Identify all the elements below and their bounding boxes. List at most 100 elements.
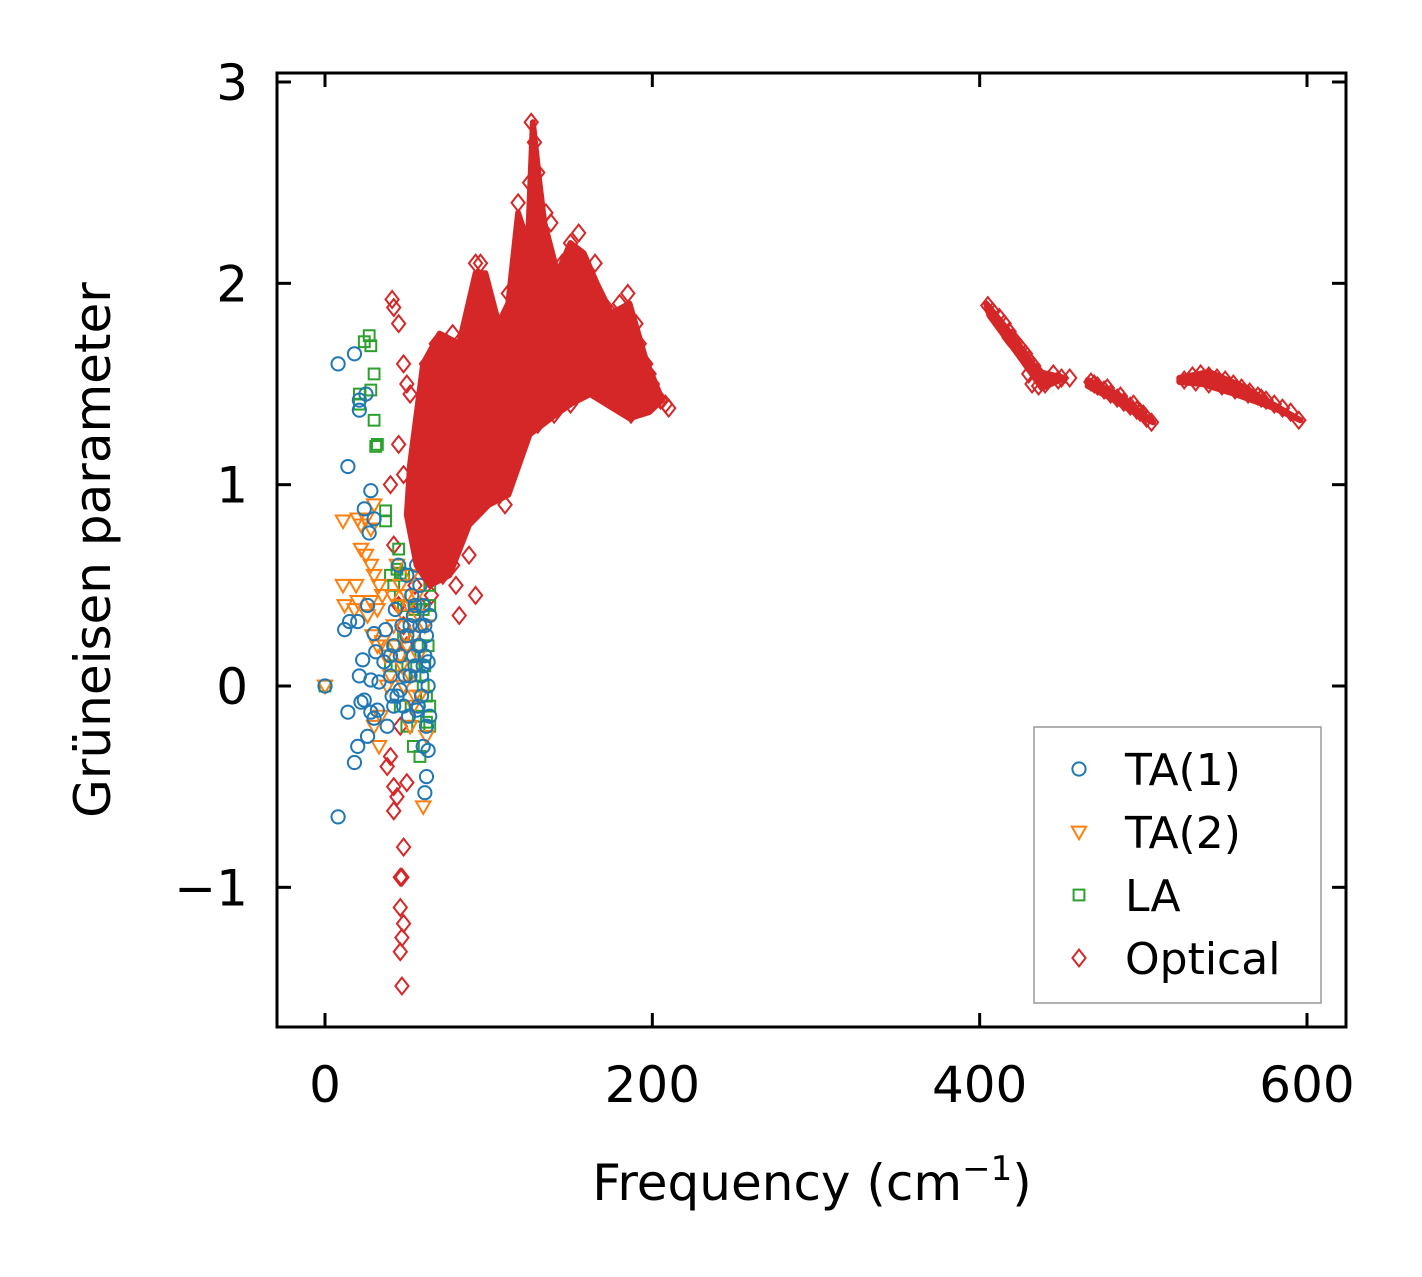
- data-point: [407, 575, 423, 596]
- data-point: [382, 746, 399, 767]
- data-point: [395, 837, 412, 858]
- data-point: [385, 297, 402, 318]
- data-point: [379, 718, 395, 734]
- x-tick-label: 400: [932, 1056, 1027, 1114]
- data-point: [383, 589, 402, 605]
- data-point: [358, 386, 374, 402]
- data-point: [369, 702, 385, 718]
- legend-frame: [1033, 726, 1322, 1004]
- data-point: [340, 704, 356, 720]
- data-point: [451, 605, 468, 626]
- data-point: [367, 367, 381, 381]
- data-point: [406, 689, 424, 706]
- data-point: [467, 585, 484, 606]
- data-point: [413, 688, 430, 704]
- data-point: [346, 754, 363, 771]
- data-point: [356, 548, 375, 565]
- data-point: [400, 708, 417, 724]
- data-point: [410, 698, 426, 714]
- data-point: [351, 402, 367, 418]
- data-point: [387, 601, 403, 618]
- data-point: [394, 867, 410, 888]
- data-point: [422, 708, 438, 724]
- data-point: [391, 578, 410, 595]
- data-point: [467, 253, 484, 274]
- data-point: [345, 603, 364, 619]
- data-point: [423, 585, 440, 606]
- data-point: [415, 658, 431, 674]
- data-point: [391, 557, 407, 573]
- data-point: [330, 809, 346, 825]
- data-point: [417, 785, 433, 801]
- legend-label: Optical: [1125, 934, 1280, 985]
- legend: TA(1) TA(2) LA Optical: [1033, 726, 1322, 1004]
- data-point: [385, 776, 402, 797]
- data-point: [370, 740, 388, 756]
- data-point: [358, 609, 377, 625]
- data-point: [394, 975, 410, 997]
- data-point: [379, 756, 396, 777]
- legend-marker: [1071, 947, 1087, 969]
- data-point: [412, 638, 428, 654]
- optical-dense-region: [403, 119, 666, 589]
- data-point: [399, 567, 415, 583]
- data-point: [660, 398, 677, 419]
- data-point: [394, 618, 410, 634]
- data-point: [392, 682, 408, 698]
- data-point: [340, 458, 356, 475]
- data-point: [368, 603, 387, 619]
- data-point: [392, 941, 409, 962]
- data-point: [570, 222, 587, 244]
- data-point: [359, 597, 376, 614]
- data-point: [361, 525, 377, 541]
- y-tick-label: 2: [216, 255, 248, 313]
- data-point: [361, 558, 380, 575]
- data-point: [418, 718, 435, 734]
- data-point: [394, 927, 410, 948]
- data-point: [346, 346, 363, 362]
- data-point: [448, 575, 464, 596]
- data-point: [350, 738, 366, 755]
- data-point: [371, 674, 387, 690]
- legend-entry: LA: [1072, 871, 1181, 922]
- data-point: [365, 568, 384, 585]
- data-point: [392, 897, 409, 918]
- data-point: [356, 512, 375, 529]
- legend-marker: [1070, 825, 1088, 842]
- data-point: [417, 729, 436, 746]
- data-point: [335, 599, 354, 615]
- y-tick-label: 3: [216, 54, 248, 112]
- data-point: [417, 618, 433, 634]
- data-point: [368, 644, 384, 660]
- data-point: [367, 413, 381, 427]
- legend-marker: [1072, 888, 1086, 902]
- data-point: [341, 613, 358, 630]
- data-point: [359, 728, 376, 744]
- axis-ticks: 0 200 400 600 −1 0 1 2 3: [174, 54, 1354, 1114]
- data-point: [406, 740, 420, 753]
- optical-dense-region: [983, 300, 1068, 392]
- data-point: [402, 384, 418, 405]
- data-point: [330, 356, 346, 372]
- plot-frame: [275, 71, 1348, 1029]
- data-point: [401, 719, 420, 736]
- legend-entry: TA(2): [1070, 808, 1241, 859]
- optical-dense-region: [1084, 376, 1157, 426]
- data-point: [461, 545, 477, 566]
- data-point: [395, 353, 412, 374]
- data-point: [363, 672, 379, 688]
- data-point: [381, 669, 400, 686]
- data-point: [384, 619, 403, 635]
- series-TA(1): [317, 346, 438, 825]
- data-point: [377, 622, 394, 638]
- data-point: [382, 668, 399, 684]
- data-point: [370, 578, 388, 595]
- data-point: [363, 483, 379, 499]
- data-point: [587, 253, 603, 274]
- data-point: [370, 438, 384, 451]
- optical-dense-regions: [403, 119, 1304, 589]
- y-tick-label: 1: [216, 457, 248, 515]
- y-tick-label: 0: [216, 658, 248, 716]
- data-point: [407, 597, 423, 614]
